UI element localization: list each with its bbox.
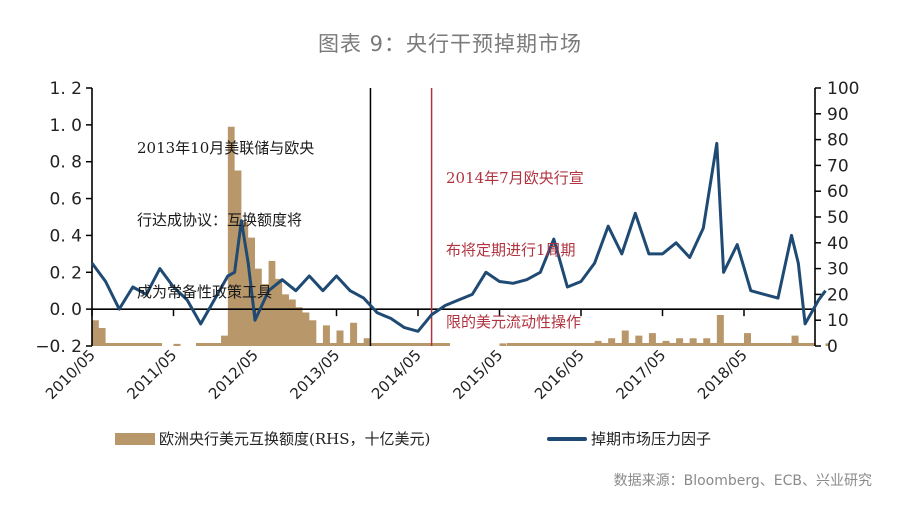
bar-swatch-icon bbox=[115, 432, 155, 445]
vertical-markers bbox=[369, 88, 433, 346]
svg-text:2018/05: 2018/05 bbox=[694, 346, 751, 403]
line-swatch-icon bbox=[547, 436, 587, 441]
svg-text:30: 30 bbox=[827, 260, 849, 280]
svg-text:0: 0 bbox=[827, 337, 838, 357]
svg-text:0. 4: 0. 4 bbox=[50, 226, 82, 246]
legend: 欧洲央行美元互换额度(RHS，十亿美元) 掉期市场压力因子 bbox=[115, 428, 815, 452]
data-source: 数据来源：Bloomberg、ECB、兴业研究 bbox=[613, 473, 872, 489]
chart-title: 图表 9：央行干预掉期市场 bbox=[317, 32, 583, 56]
legend-item-bars: 欧洲央行美元互换额度(RHS，十亿美元) bbox=[115, 428, 430, 449]
svg-text:0. 8: 0. 8 bbox=[50, 153, 82, 173]
svg-text:70: 70 bbox=[827, 156, 849, 176]
svg-text:1. 0: 1. 0 bbox=[50, 116, 82, 136]
svg-text:1. 2: 1. 2 bbox=[50, 79, 82, 99]
svg-text:80: 80 bbox=[827, 131, 849, 151]
svg-text:40: 40 bbox=[827, 234, 849, 254]
annotation-2014-ecb: 2014年7月欧央行宣 布将定期进行1周期 限的美元流动性操作 bbox=[446, 169, 584, 331]
svg-text:2014/05: 2014/05 bbox=[368, 346, 425, 403]
svg-text:0. 0: 0. 0 bbox=[50, 300, 82, 320]
svg-text:60: 60 bbox=[827, 182, 849, 202]
svg-text:100: 100 bbox=[827, 79, 859, 99]
svg-text:0. 2: 0. 2 bbox=[50, 263, 82, 283]
svg-text:20: 20 bbox=[827, 285, 849, 305]
svg-text:10: 10 bbox=[827, 311, 849, 331]
svg-text:−0. 2: −0. 2 bbox=[35, 337, 82, 357]
legend-item-line: 掉期市场压力因子 bbox=[547, 428, 711, 449]
svg-text:0. 6: 0. 6 bbox=[50, 190, 82, 210]
svg-text:2012/05: 2012/05 bbox=[205, 346, 262, 403]
svg-text:50: 50 bbox=[827, 208, 849, 228]
axes bbox=[86, 87, 821, 347]
svg-text:2013/05: 2013/05 bbox=[287, 346, 344, 403]
stress-factor-line bbox=[90, 141, 827, 333]
swap-line-bars bbox=[92, 126, 830, 346]
annotation-2013-fed-ecb: 2013年10月美联储与欧央 行达成协议：互换额度将 成为常备性政策工具 bbox=[137, 139, 315, 301]
svg-text:2017/05: 2017/05 bbox=[613, 346, 670, 403]
svg-text:2011/05: 2011/05 bbox=[124, 346, 181, 403]
svg-text:90: 90 bbox=[827, 105, 849, 125]
